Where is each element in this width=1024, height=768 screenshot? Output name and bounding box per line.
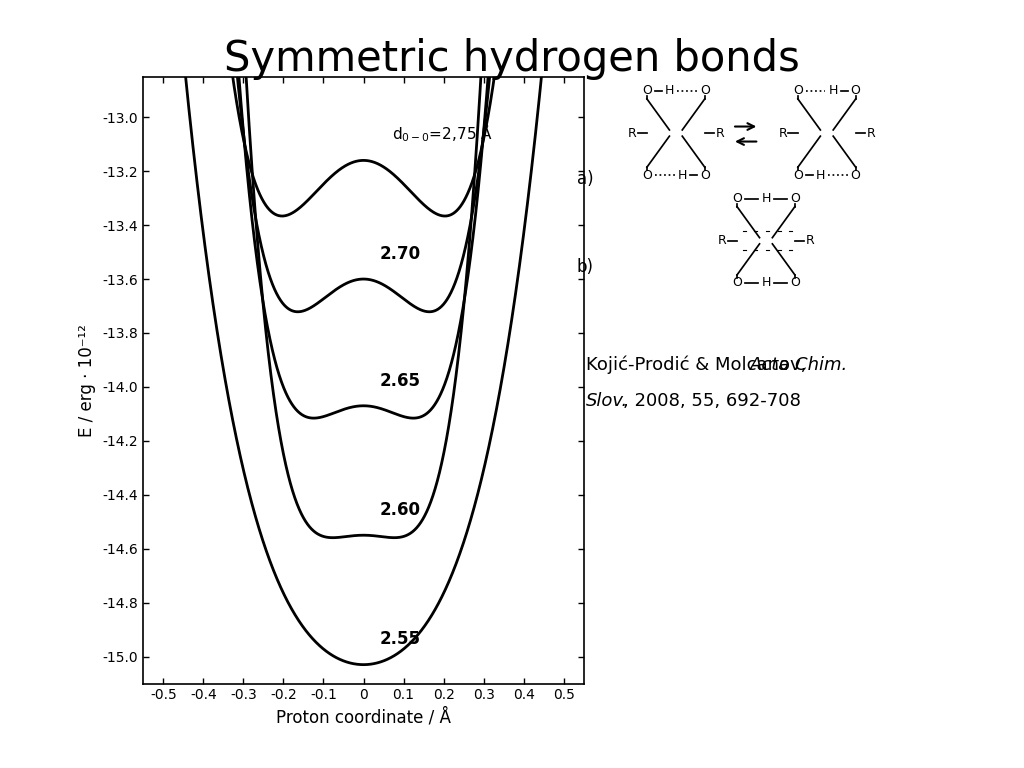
Text: O: O [793, 84, 803, 98]
Text: H: H [761, 192, 771, 205]
Text: H: H [816, 169, 825, 182]
Y-axis label: E / erg · 10⁻¹²: E / erg · 10⁻¹² [78, 324, 96, 436]
Text: 2.55: 2.55 [380, 631, 421, 648]
Text: 2.60: 2.60 [380, 501, 421, 519]
Text: 2.65: 2.65 [380, 372, 421, 389]
Text: O: O [851, 84, 860, 98]
Text: O: O [642, 169, 652, 182]
Text: , 2008, 55, 692-708: , 2008, 55, 692-708 [623, 392, 801, 409]
Text: d$_{0-0}$=2,75 Å: d$_{0-0}$=2,75 Å [391, 121, 493, 144]
X-axis label: Proton coordinate / Å: Proton coordinate / Å [276, 708, 451, 727]
Text: R: R [718, 234, 726, 247]
Text: O: O [732, 276, 742, 290]
Text: R: R [628, 127, 636, 140]
Text: R: R [806, 234, 814, 247]
Text: O: O [699, 84, 710, 98]
Text: Kojić-Prodić & Molcanov,: Kojić-Prodić & Molcanov, [586, 356, 812, 374]
Text: R: R [716, 127, 724, 140]
Text: O: O [790, 192, 800, 205]
Text: 2.70: 2.70 [380, 245, 421, 263]
Text: O: O [790, 276, 800, 290]
Text: O: O [793, 169, 803, 182]
Text: O: O [642, 84, 652, 98]
Text: a): a) [577, 170, 593, 187]
Text: Symmetric hydrogen bonds: Symmetric hydrogen bonds [224, 38, 800, 81]
Text: R: R [866, 127, 876, 140]
Text: H: H [678, 169, 687, 182]
Text: H: H [761, 276, 771, 290]
Text: Acta Chim.: Acta Chim. [751, 356, 849, 374]
Text: b): b) [577, 258, 594, 276]
Text: H: H [665, 84, 674, 98]
Text: H: H [828, 84, 838, 98]
Text: O: O [851, 169, 860, 182]
Text: O: O [699, 169, 710, 182]
Text: Slov.: Slov. [586, 392, 628, 409]
Text: O: O [732, 192, 742, 205]
Text: R: R [778, 127, 787, 140]
